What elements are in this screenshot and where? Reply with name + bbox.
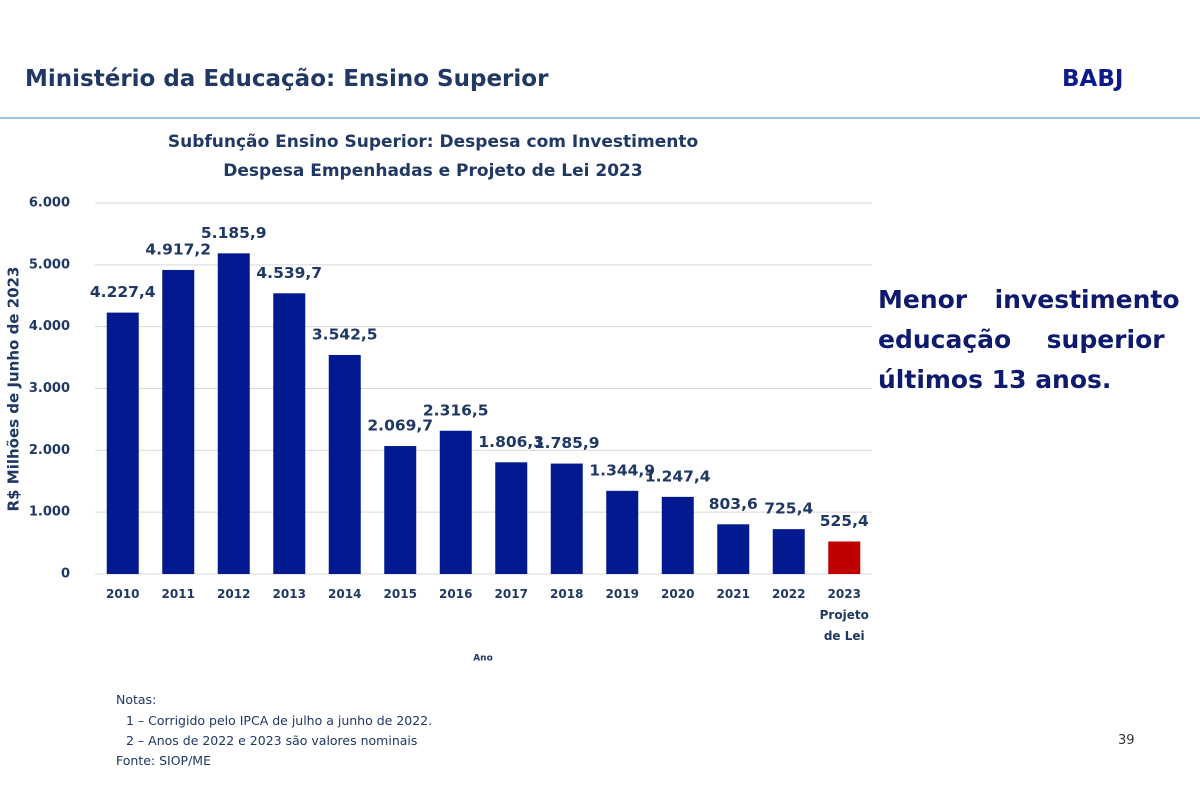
value-label: 4.539,7 [256,264,322,282]
y-axis-label: R$ Milhões de Junho de 2023 [5,267,23,512]
value-label: 803,6 [709,495,758,513]
logo: BABJ [1062,66,1124,92]
y-tick-label: 3.000 [29,381,70,396]
bar [661,496,694,574]
value-label: 1.344,9 [589,461,655,479]
value-label: 5.185,9 [201,224,267,242]
y-tick-label: 5.000 [29,257,70,272]
bar [217,253,250,575]
bar [772,529,805,574]
chart: Subfunção Ensino Superior: Despesa com I… [5,132,872,664]
y-tick-label: 6.000 [29,196,70,211]
x-tick-label: 2019 [605,587,639,601]
bar [328,354,361,574]
x-tick-label: 2013 [272,587,306,601]
x-tick-label: 2014 [328,587,362,601]
value-label: 1.247,4 [645,467,711,485]
x-tick-label: 2011 [161,587,195,601]
bar [550,463,583,574]
bar [606,490,639,574]
x-tick-label: 2023 Projeto de Lei [819,587,869,643]
value-label: 2.316,5 [423,401,489,419]
x-tick-label: 2010 [106,587,140,601]
bar [439,430,472,574]
bar [273,293,306,574]
value-label: 4.917,2 [145,240,211,258]
bar [717,524,750,574]
x-tick-label: 2012 [217,587,251,601]
chart-title: Despesa Empenhadas e Projeto de Lei 2023 [223,161,642,181]
value-label: 725,4 [764,500,813,518]
x-tick-label: 2018 [550,587,584,601]
note: 1 – Corrigido pelo IPCA de julho a junho… [126,713,433,728]
x-tick-label: 2021 [716,587,750,601]
value-label: 525,4 [820,512,869,530]
note: Notas: [116,692,157,707]
bar [162,269,195,574]
header-rule [0,117,1200,119]
bar [495,462,528,574]
x-tick-label: 2016 [439,587,473,601]
chart-title: Subfunção Ensino Superior: Despesa com I… [168,132,698,152]
note: Fonte: SIOP/ME [116,753,211,768]
value-label: 3.542,5 [312,325,378,343]
x-tick-label: 2017 [494,587,528,601]
x-tick-label: 2022 [772,587,806,601]
y-tick-label: 0 [61,567,70,582]
x-tick-label: 2020 [661,587,695,601]
note: 2 – Anos de 2022 e 2023 são valores nomi… [126,733,418,748]
callout-box: Menor investimento em educação superior … [878,280,1200,400]
page-number: 39 [1118,733,1135,748]
bar [384,446,417,574]
y-tick-label: 1.000 [29,505,70,520]
value-label: 2.069,7 [367,417,433,435]
value-label: 1.806,3 [478,433,544,451]
bar [106,312,139,574]
bar [828,541,861,574]
y-tick-label: 2.000 [29,443,70,458]
header-title: Ministério da Educação: Ensino Superior [25,66,549,92]
y-tick-label: 4.000 [29,319,70,334]
value-label: 4.227,4 [90,283,156,301]
callout: Menor investimento em educação superior … [878,285,1200,394]
value-label: 1.785,9 [534,434,600,452]
x-axis-label: Ano [473,654,493,664]
x-tick-label: 2015 [383,587,417,601]
